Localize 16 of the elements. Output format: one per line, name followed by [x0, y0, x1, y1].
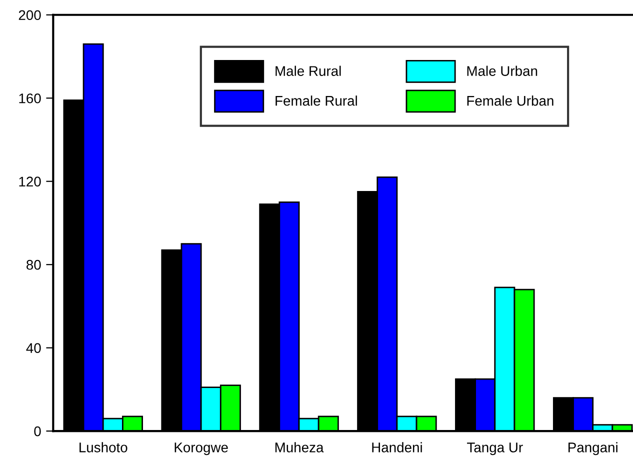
y-tick-label: 200: [18, 10, 41, 20]
legend-label: Female Rural: [276, 96, 357, 106]
x-tick-label: Pangani: [568, 442, 618, 456]
y-tick-label: 120: [19, 176, 41, 187]
x-tick-label: Lushoto: [80, 442, 128, 452]
legend-label: Male Urban: [467, 66, 538, 76]
y-tick-label: 40: [26, 343, 41, 353]
y-tick-label: 80: [26, 260, 41, 270]
x-tick-label: Handeni: [372, 442, 422, 452]
x-tick-label: Korogwe: [174, 442, 228, 456]
x-tick-label: Muheza: [275, 442, 324, 452]
x-tick-label: Tanga Ur: [467, 442, 523, 456]
legend-label: Female Urban: [467, 96, 554, 106]
y-tick-label: 0: [34, 426, 41, 436]
legend-label: Male Rural: [276, 66, 341, 76]
y-tick-label: 160: [19, 93, 41, 104]
